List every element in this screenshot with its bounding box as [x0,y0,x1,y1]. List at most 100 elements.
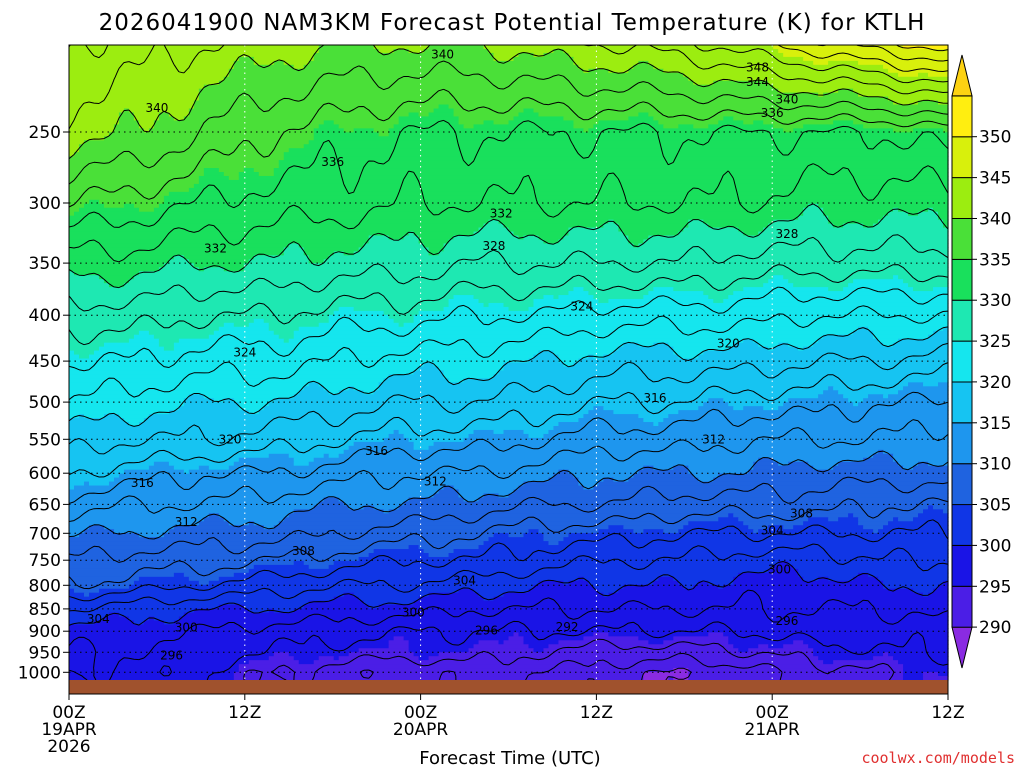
contour-fill-cell [618,588,914,594]
contour-fill-cell [83,414,105,419]
contour-fill-cell [483,120,495,125]
contour-fill-cell [373,128,390,133]
contour-fill-cell [518,112,540,118]
contour-fill-cell [818,576,829,582]
contour-fill-cell [69,45,320,50]
contour-fill-cell [438,104,450,110]
contour-fill-cell [223,517,285,522]
contour-fill-cell [293,656,320,661]
contour-fill-cell [338,124,395,129]
contour-fill-cell [513,231,570,237]
contour-fill-cell [703,219,774,225]
contour-fill-cell [343,592,355,598]
contour-fill-cell [283,156,949,161]
contour-fill-cell [273,652,290,657]
contour-fill-cell [193,263,245,268]
contour-fill-cell [128,279,769,284]
contour-fill-cell [558,295,594,300]
contour-fill-cell [448,553,949,558]
contour-fill-cell [663,640,729,645]
contour-fill-cell [613,350,674,356]
contour-fill-cell [863,398,949,403]
contour-fill-cell [268,326,300,332]
contour-fill-cell [118,112,135,118]
contour-fill-cell [903,386,949,391]
contour-fill-cell [69,302,450,308]
contour-fill-cell [828,386,834,391]
contour-fill-cell [238,668,674,673]
grid-lines [69,45,948,680]
contour-fill-cell [263,318,330,324]
contour-fill-cell [873,453,894,459]
contour-fill-cell [703,350,949,356]
contour-fill-cell [313,128,345,133]
contour-fill-cell [69,92,200,98]
contour-fill-cell [853,402,859,407]
contour-fill-cell [828,576,854,582]
contour-fill-cell [663,68,889,74]
contour-fill-cell [69,56,240,62]
contour-fill-cell [69,314,330,320]
contour-fill-cell [303,247,360,252]
contour-fill-cell [69,481,85,487]
contour-fill-cell [69,652,275,657]
contour-fill-cell [69,330,140,336]
colorbar-label: 305 [979,496,1011,516]
contour-fill-cell [408,437,465,443]
contour-fill-cell [773,219,829,225]
contour-fill-cell [643,672,689,677]
contour-fill-cell [183,469,190,475]
contour-fill-cell [353,251,430,256]
contour-label: 324 [233,345,256,359]
contour-fill-cell [69,572,175,578]
contour-fill-cell [238,664,904,669]
contour-fill-cell [898,517,914,522]
contour-fill-cell [808,461,839,467]
contour-fill-cell [883,64,949,70]
contour-fill-cell [533,584,594,590]
contour-fill-cell [69,525,90,530]
contour-fill-cell [243,168,255,173]
contour-fill-cell [418,239,450,245]
contour-fill-cell [838,390,899,395]
contour-fill-cell [388,374,445,379]
contour-fill-cell [69,636,395,641]
contour-fill-cell [633,243,639,249]
contour-fill-cell [69,219,490,225]
contour-fill-cell [823,92,859,98]
contour-fill-cell [178,338,285,344]
contour-fill-cell [288,148,949,153]
contour-fill-cell [693,124,709,129]
contour-fill-cell [763,227,949,233]
contour-fill-cell [893,275,899,280]
contour-fill-cell [363,505,375,510]
contour-fill-cell [128,108,190,114]
contour-fill-cell [108,612,120,618]
contour-fill-cell [418,545,480,550]
contour-fill-cell [358,596,420,602]
contour-fill-cell [923,676,949,681]
contour-fill-cell [343,501,405,506]
contour-fill-cell [69,60,235,66]
contour-fill-cell [408,231,415,237]
contour-fill-cell [698,354,949,360]
contour-fill-cell [773,346,799,352]
contour-fill-cell [373,505,400,510]
contour-fill-cell [113,124,140,129]
contour-fill-cell [69,80,220,86]
contour-fill-cell [69,183,195,189]
contour-fill-cell [853,88,949,94]
contour-fill-cell [783,275,894,280]
contour-fill-cell [628,239,644,245]
contour-label: 316 [131,476,154,490]
contour-fill-cell [468,648,535,653]
contour-fill-cell [528,529,540,534]
contour-fill-cell [183,398,215,403]
contour-fill-cell [69,433,390,439]
contour-fill-cell [118,116,135,122]
contour-fill-cell [218,326,270,332]
y-tick-label: 700 [29,524,61,544]
contour-fill-cell [73,350,95,356]
contour-fill-cell [248,259,310,264]
